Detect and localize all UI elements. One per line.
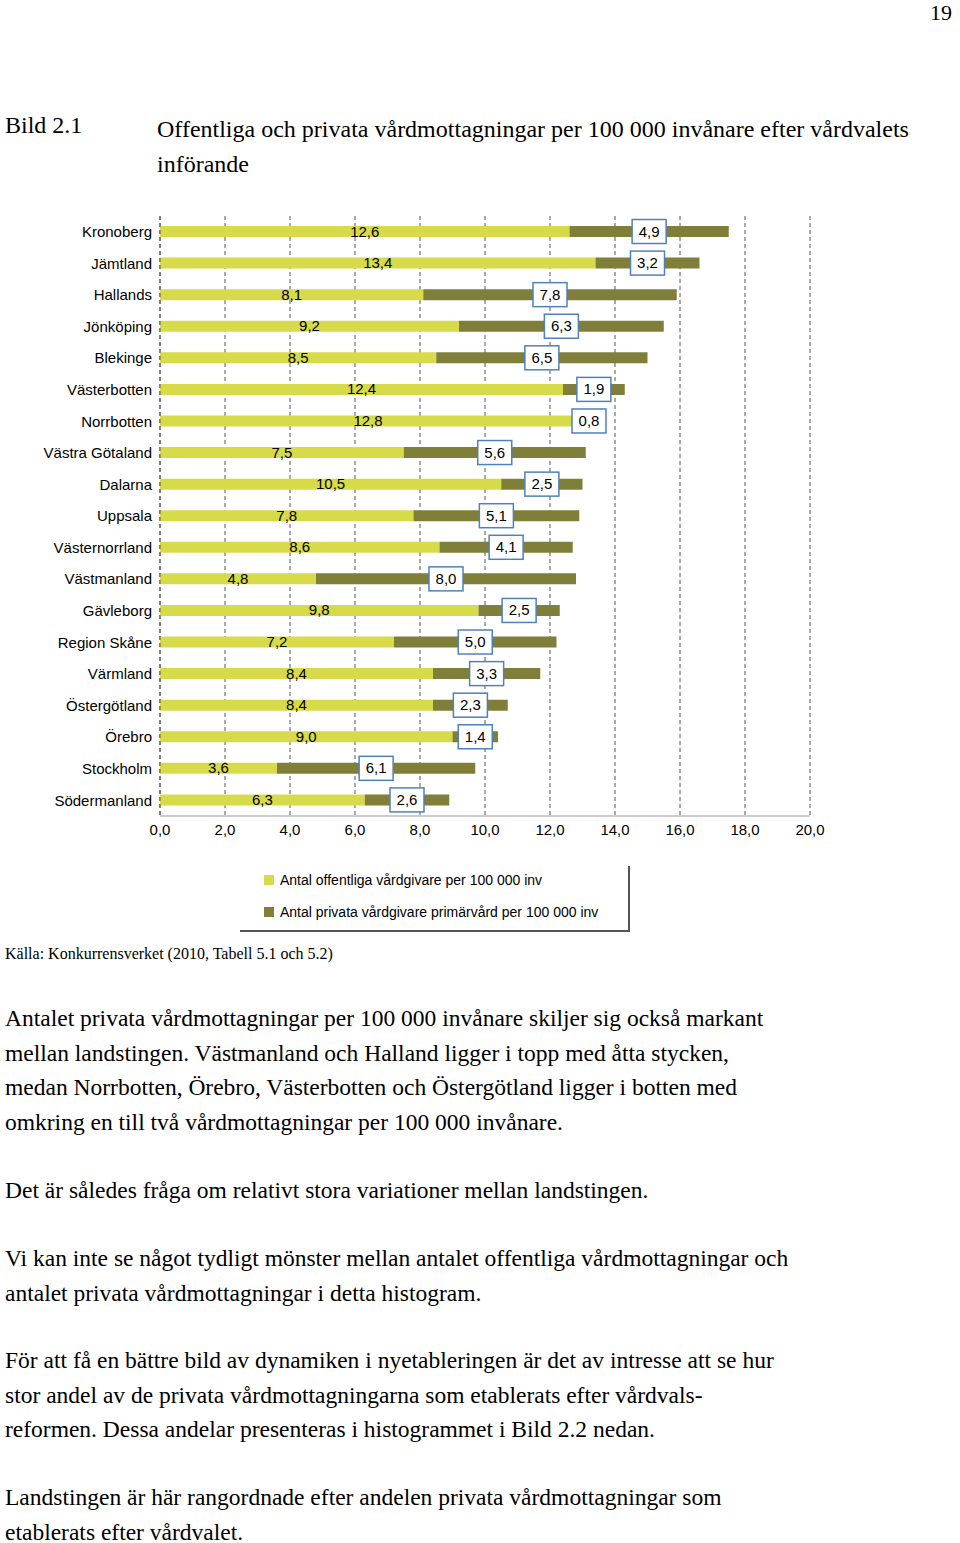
svg-text:18,0: 18,0 (730, 821, 759, 838)
svg-text:6,1: 6,1 (366, 759, 387, 776)
svg-text:Jämtland: Jämtland (91, 255, 152, 272)
html-text:medan Norrbotten, Örebro, Väst: medan Norrbotten, Örebro, Västerbotten o… (5, 1074, 737, 1100)
svg-text:0,0: 0,0 (150, 821, 171, 838)
svg-text:Blekinge: Blekinge (94, 349, 152, 366)
svg-text:7,2: 7,2 (267, 633, 288, 650)
svg-text:Jönköping: Jönköping (84, 318, 152, 335)
html-text:Antal offentliga vårdgivare pe: Antal offentliga vårdgivare per 100 000 … (280, 872, 542, 888)
svg-text:3,6: 3,6 (208, 759, 229, 776)
svg-text:5,6: 5,6 (484, 444, 505, 461)
html-text:Källa: Konkurrensverket (2010,: Källa: Konkurrensverket (2010, Tabell 5.… (5, 945, 333, 962)
svg-text:14,0: 14,0 (600, 821, 629, 838)
svg-text:8,5: 8,5 (288, 349, 309, 366)
html-text:Antal privata vårdgivare primä: Antal privata vårdgivare primärvård per … (280, 904, 599, 920)
svg-text:7,5: 7,5 (271, 444, 292, 461)
svg-text:2,6: 2,6 (397, 791, 418, 808)
svg-text:12,6: 12,6 (350, 223, 379, 240)
svg-text:2,3: 2,3 (460, 696, 481, 713)
svg-text:Södermanland: Södermanland (54, 792, 152, 809)
svg-text:12,4: 12,4 (347, 380, 376, 397)
svg-text:Hallands: Hallands (94, 286, 152, 303)
html-text:Bild 2.1: Bild 2.1 (5, 112, 83, 138)
svg-text:7,8: 7,8 (540, 286, 561, 303)
svg-text:6,3: 6,3 (551, 317, 572, 334)
svg-text:8,1: 8,1 (281, 286, 302, 303)
svg-text:6,5: 6,5 (531, 349, 552, 366)
svg-text:3,2: 3,2 (637, 254, 658, 271)
html-text:Vi kan inte se något tydligt m: Vi kan inte se något tydligt mönster mel… (5, 1245, 789, 1271)
svg-text:12,8: 12,8 (353, 412, 382, 429)
html-text:stor andel av de privata vårdm: stor andel av de privata vårdmottagninga… (5, 1381, 703, 1408)
svg-text:9,0: 9,0 (296, 728, 317, 745)
svg-text:9,2: 9,2 (299, 317, 320, 334)
svg-text:10,5: 10,5 (316, 475, 345, 492)
html-text:mellan landstingen. Västmanlan: mellan landstingen. Västmanland och Hall… (5, 1039, 729, 1066)
svg-text:0,8: 0,8 (579, 412, 600, 429)
svg-text:Stockholm: Stockholm (82, 760, 152, 777)
svg-text:6,3: 6,3 (252, 791, 273, 808)
svg-text:13,4: 13,4 (363, 254, 392, 271)
html-text:Landstingen är här rangordnade: Landstingen är här rangordnade efter and… (5, 1484, 722, 1510)
svg-text:6,0: 6,0 (345, 821, 366, 838)
svg-text:2,5: 2,5 (509, 601, 530, 618)
svg-text:4,9: 4,9 (639, 223, 660, 240)
html-text:19: 19 (930, 0, 952, 25)
svg-text:8,0: 8,0 (436, 570, 457, 587)
svg-text:Västerbotten: Västerbotten (67, 381, 152, 398)
svg-text:7,8: 7,8 (276, 507, 297, 524)
svg-text:Dalarna: Dalarna (99, 476, 152, 493)
html-text:omkring en till två vårdmottag: omkring en till två vårdmottagningar per… (5, 1108, 563, 1135)
html-text:Antalet privata vårdmottagning: Antalet privata vårdmottagningar per 100… (5, 1005, 764, 1031)
svg-text:8,6: 8,6 (289, 538, 310, 555)
svg-text:Kronoberg: Kronoberg (82, 223, 152, 240)
svg-text:Västernorrland: Västernorrland (54, 539, 152, 556)
svg-text:4,8: 4,8 (228, 570, 249, 587)
html-text:Offentliga och privata vårdmot: Offentliga och privata vårdmottagningar … (157, 116, 909, 177)
svg-text:10,0: 10,0 (470, 821, 499, 838)
html-text:Det är således fråga om relati: Det är således fråga om relativt stora v… (5, 1177, 649, 1203)
svg-text:5,0: 5,0 (465, 633, 486, 650)
svg-text:12,0: 12,0 (535, 821, 564, 838)
svg-text:4,0: 4,0 (280, 821, 301, 838)
svg-text:Östergötland: Östergötland (66, 697, 152, 714)
svg-text:Region Skåne: Region Skåne (58, 634, 152, 651)
svg-text:Örebro: Örebro (105, 728, 152, 745)
svg-text:5,1: 5,1 (486, 507, 507, 524)
svg-text:Norrbotten: Norrbotten (81, 413, 152, 430)
html-text:antalet privata vårdmottagning: antalet privata vårdmottagningar i detta… (5, 1279, 482, 1306)
html-text:reformen. Dessa andelar presen: reformen. Dessa andelar presenteras i hi… (5, 1416, 655, 1442)
svg-text:2,0: 2,0 (215, 821, 236, 838)
svg-text:Västra Götaland: Västra Götaland (44, 444, 152, 461)
svg-text:Uppsala: Uppsala (97, 507, 153, 524)
svg-text:2,5: 2,5 (531, 475, 552, 492)
svg-text:Gävleborg: Gävleborg (83, 602, 152, 619)
svg-text:16,0: 16,0 (665, 821, 694, 838)
svg-text:1,4: 1,4 (465, 728, 486, 745)
html-text:För att få en bättre bild av d: För att få en bättre bild av dynamiken i… (5, 1347, 774, 1373)
svg-text:Värmland: Värmland (88, 665, 152, 682)
svg-text:Västmanland: Västmanland (64, 570, 152, 587)
svg-text:4,1: 4,1 (496, 538, 517, 555)
svg-text:20,0: 20,0 (795, 821, 824, 838)
svg-text:3,3: 3,3 (476, 665, 497, 682)
svg-text:8,4: 8,4 (286, 696, 307, 713)
svg-text:8,0: 8,0 (410, 821, 431, 838)
svg-text:9,8: 9,8 (309, 601, 330, 618)
svg-text:8,4: 8,4 (286, 665, 307, 682)
svg-text:1,9: 1,9 (583, 380, 604, 397)
